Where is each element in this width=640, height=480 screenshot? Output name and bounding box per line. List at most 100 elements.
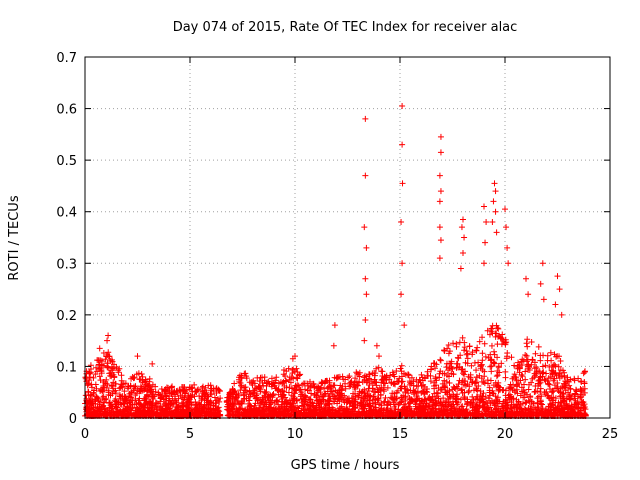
data-point — [522, 368, 529, 375]
data-point — [491, 360, 498, 367]
data-point — [529, 357, 536, 364]
data-point — [492, 188, 499, 195]
data-point — [555, 363, 562, 370]
data-point — [199, 384, 206, 391]
data-point — [483, 219, 490, 226]
data-point — [520, 357, 527, 364]
data-point — [437, 133, 444, 140]
data-point — [476, 402, 483, 409]
data-point — [523, 340, 530, 347]
data-point — [422, 404, 429, 411]
data-point — [473, 374, 480, 381]
data-point — [417, 411, 424, 418]
data-point — [110, 379, 117, 386]
data-point — [578, 378, 585, 385]
data-point — [535, 382, 542, 389]
data-point — [128, 375, 135, 382]
data-point — [341, 406, 348, 413]
data-point — [102, 380, 109, 387]
data-point — [315, 398, 322, 405]
data-point — [493, 229, 500, 236]
data-point — [578, 387, 585, 394]
data-point — [481, 260, 487, 267]
data-point — [118, 377, 125, 384]
data-point — [195, 401, 202, 408]
data-point — [437, 356, 444, 363]
data-point — [442, 412, 449, 419]
data-point — [453, 340, 460, 347]
data-point — [88, 400, 95, 407]
data-point — [520, 394, 527, 401]
data-point — [558, 311, 565, 318]
data-point — [401, 404, 408, 411]
x-tick-label: 15 — [392, 427, 409, 442]
data-point — [250, 377, 257, 384]
data-point — [141, 387, 148, 394]
data-point — [481, 340, 488, 347]
data-point — [307, 404, 314, 411]
data-point — [488, 362, 495, 369]
data-point — [495, 403, 502, 410]
data-point — [296, 410, 303, 417]
data-point — [110, 371, 117, 378]
data-point — [285, 365, 292, 372]
data-point — [138, 370, 145, 377]
data-point — [364, 391, 371, 398]
data-point — [361, 224, 368, 231]
data-point — [528, 338, 535, 345]
data-point — [350, 381, 357, 388]
data-point — [158, 407, 165, 414]
data-point — [555, 372, 562, 379]
data-point — [457, 396, 464, 403]
data-point — [520, 387, 527, 394]
data-point — [131, 374, 138, 381]
data-point — [445, 341, 452, 348]
data-point — [539, 260, 546, 267]
data-point — [369, 397, 376, 404]
data-point — [346, 400, 353, 407]
data-point — [381, 388, 388, 395]
data-point — [311, 410, 318, 417]
data-point — [364, 401, 371, 408]
data-point — [542, 377, 549, 384]
data-point — [229, 405, 236, 412]
data-point — [120, 407, 127, 414]
data-point — [422, 375, 429, 382]
data-point — [462, 382, 469, 389]
data-point — [86, 370, 93, 377]
data-point — [295, 405, 302, 412]
data-point — [540, 369, 547, 376]
data-point — [490, 198, 497, 205]
data-point — [97, 388, 104, 395]
data-point — [398, 362, 405, 369]
data-point — [532, 350, 539, 357]
data-point — [455, 355, 462, 362]
data-point — [257, 386, 264, 393]
data-point — [339, 373, 346, 380]
data-point — [547, 349, 554, 356]
data-point — [275, 386, 282, 393]
data-point — [437, 149, 444, 156]
data-point — [554, 410, 561, 417]
data-point — [373, 365, 380, 372]
data-point — [372, 389, 379, 396]
data-point — [461, 394, 468, 401]
data-point — [237, 405, 244, 412]
data-point — [369, 385, 376, 392]
data-point — [423, 385, 430, 392]
data-point — [101, 408, 108, 415]
data-point — [355, 392, 362, 399]
data-point — [263, 388, 270, 395]
data-point — [282, 377, 289, 384]
data-point — [324, 378, 331, 385]
data-point — [354, 382, 361, 389]
data-point — [128, 407, 135, 414]
data-point — [141, 408, 148, 415]
data-point — [514, 363, 521, 370]
data-point — [274, 397, 281, 404]
data-point — [373, 342, 380, 349]
data-point — [156, 391, 163, 398]
data-point — [163, 395, 170, 402]
data-point — [335, 395, 342, 402]
data-point — [262, 390, 269, 397]
